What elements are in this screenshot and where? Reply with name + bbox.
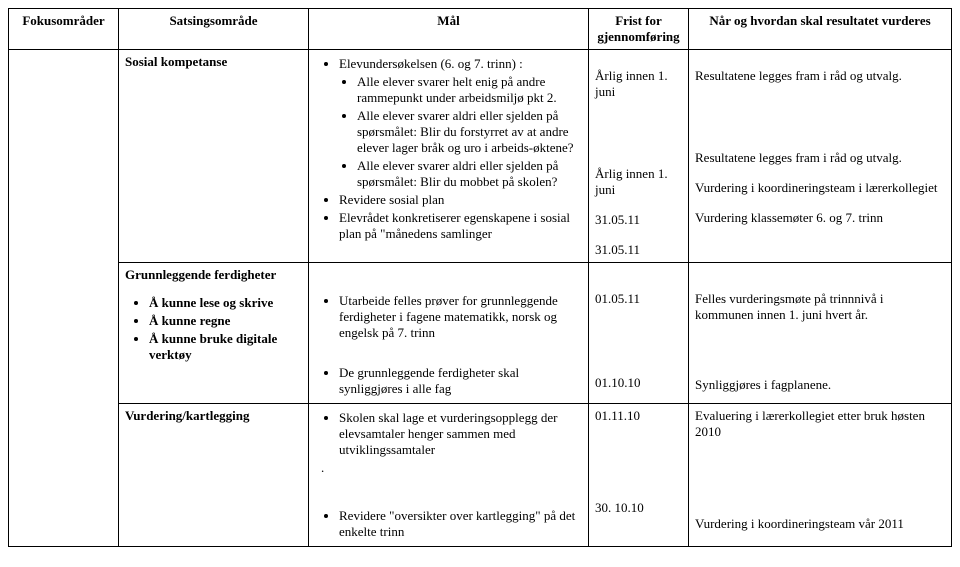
mal-item: Revidere "oversikter over kartlegging" p… xyxy=(339,508,582,540)
frist-text: 30. 10.10 xyxy=(595,500,682,516)
cell-eval: Evaluering i lærerkollegiet etter bruk h… xyxy=(689,404,952,547)
ferd-label: Å kunne lese og skrive xyxy=(149,295,273,310)
mal-item: Revidere sosial plan xyxy=(339,192,582,208)
ferd-item: Å kunne bruke digitale verktøy xyxy=(149,331,302,363)
head-fokus: Fokusområder xyxy=(9,9,119,50)
cell-mal: Elevundersøkelsen (6. og 7. trinn) : All… xyxy=(309,50,589,263)
cell-satsing: Grunnleggende ferdigheter Å kunne lese o… xyxy=(119,263,309,404)
head-eval: Når og hvordan skal resultatet vurderes xyxy=(689,9,952,50)
frist-text: 01.11.10 xyxy=(595,408,682,424)
mal-sub: Alle elever svarer helt enig på andre ra… xyxy=(357,74,582,106)
ferd-item: Å kunne lese og skrive xyxy=(149,295,302,311)
eval-text: Vurdering i koordineringsteam vår 2011 xyxy=(695,516,945,532)
ferdigheter-heading: Grunnleggende ferdigheter xyxy=(125,267,276,282)
cell-satsing: Sosial kompetanse xyxy=(119,50,309,263)
head-mal: Mål xyxy=(309,9,589,50)
cell-fokus xyxy=(9,50,119,547)
mal-intro: Elevundersøkelsen (6. og 7. trinn) : xyxy=(339,56,523,71)
cell-frist: 01.05.11 01.10.10 xyxy=(589,263,689,404)
satsing-title: Vurdering/kartlegging xyxy=(125,408,249,423)
cell-satsing: Vurdering/kartlegging xyxy=(119,404,309,547)
mal-sub: Alle elever svarer aldri eller sjelden p… xyxy=(357,158,582,190)
ferd-label: Å kunne bruke digitale verktøy xyxy=(149,331,277,362)
cell-frist: Årlig innen 1. juni Årlig innen 1. juni … xyxy=(589,50,689,263)
cell-mal: Skolen skal lage et vurderingsopplegg de… xyxy=(309,404,589,547)
frist-text: Årlig innen 1. juni xyxy=(595,166,682,198)
eval-text: Resultatene legges fram i råd og utvalg. xyxy=(695,150,945,166)
table-row: Grunnleggende ferdigheter Å kunne lese o… xyxy=(9,263,952,404)
head-satsing: Satsingsområde xyxy=(119,9,309,50)
mal-item: De grunnleggende ferdigheter skal synlig… xyxy=(339,365,582,397)
frist-text: 31.05.11 xyxy=(595,212,682,228)
mal-dot: . xyxy=(315,460,582,476)
mal-item: Elevrådet konkretiserer egenskapene i so… xyxy=(339,210,582,242)
cell-frist: 01.11.10 30. 10.10 xyxy=(589,404,689,547)
ferd-item: Å kunne regne xyxy=(149,313,302,329)
mal-sub: Alle elever svarer aldri eller sjelden p… xyxy=(357,108,582,156)
eval-text: Synliggjøres i fagplanene. xyxy=(695,377,945,393)
mal-item: Utarbeide felles prøver for grunnleggend… xyxy=(339,293,582,341)
eval-text: Evaluering i lærerkollegiet etter bruk h… xyxy=(695,408,945,440)
frist-text: 31.05.11 xyxy=(595,242,682,258)
cell-eval: Felles vurderingsmøte på trinnnivå i kom… xyxy=(689,263,952,404)
ferd-label: Å kunne regne xyxy=(149,313,230,328)
table-row: Vurdering/kartlegging Skolen skal lage e… xyxy=(9,404,952,547)
eval-text: Felles vurderingsmøte på trinnnivå i kom… xyxy=(695,291,945,323)
eval-text: Resultatene legges fram i råd og utvalg. xyxy=(695,68,945,84)
mal-item: Elevundersøkelsen (6. og 7. trinn) : All… xyxy=(339,56,582,190)
header-row: Fokusområder Satsingsområde Mål Frist fo… xyxy=(9,9,952,50)
plan-table: Fokusområder Satsingsområde Mål Frist fo… xyxy=(8,8,952,547)
eval-text: Vurdering klassemøter 6. og 7. trinn xyxy=(695,210,945,226)
cell-eval: Resultatene legges fram i råd og utvalg.… xyxy=(689,50,952,263)
satsing-title: Sosial kompetanse xyxy=(125,54,227,69)
frist-text: Årlig innen 1. juni xyxy=(595,68,682,100)
head-frist: Frist for gjennomføring xyxy=(589,9,689,50)
table-row: Sosial kompetanse Elevundersøkelsen (6. … xyxy=(9,50,952,263)
mal-item: Skolen skal lage et vurderingsopplegg de… xyxy=(339,410,582,458)
cell-mal: Utarbeide felles prøver for grunnleggend… xyxy=(309,263,589,404)
frist-text: 01.05.11 xyxy=(595,291,682,307)
frist-text: 01.10.10 xyxy=(595,375,682,391)
eval-text: Vurdering i koordineringsteam i lærerkol… xyxy=(695,180,945,196)
